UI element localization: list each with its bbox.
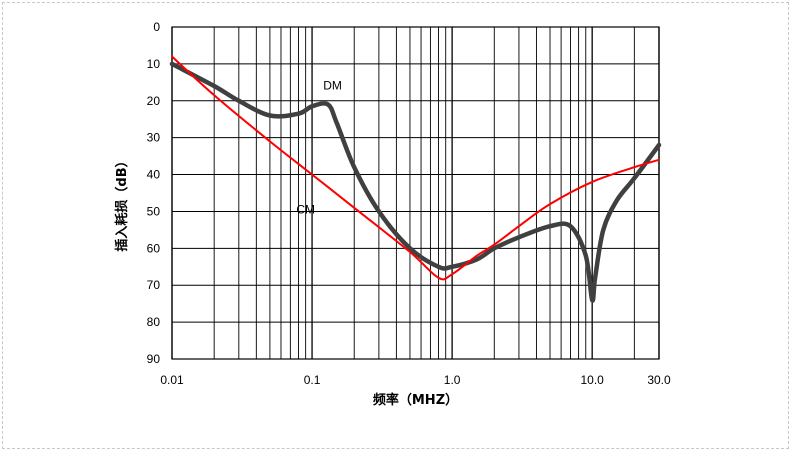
y-tick-label: 30 bbox=[147, 131, 161, 145]
series-line-cm bbox=[171, 55, 660, 281]
y-tick-label: 70 bbox=[147, 278, 161, 292]
x-tick-label: 0.01 bbox=[160, 373, 184, 387]
series-line-dm bbox=[169, 61, 662, 303]
x-tick-label: 30.0 bbox=[647, 373, 671, 387]
y-tick-label: 10 bbox=[147, 57, 161, 71]
x-tick-label: 0.1 bbox=[304, 373, 321, 387]
y-tick-label: 80 bbox=[147, 315, 161, 329]
y-tick-label: 40 bbox=[147, 168, 161, 182]
annotation-dm: DM bbox=[323, 79, 342, 93]
y-tick-label: 50 bbox=[147, 204, 161, 218]
y-tick-label: 0 bbox=[153, 20, 160, 34]
y-tick-label: 20 bbox=[147, 94, 161, 108]
x-tick-label: 1.0 bbox=[444, 373, 461, 387]
y-tick-label: 60 bbox=[147, 241, 161, 255]
y-tick-label: 90 bbox=[147, 352, 161, 366]
chart-frame bbox=[2, 2, 789, 449]
y-axis-title: 插入耗损（dB） bbox=[114, 154, 130, 251]
x-axis-title: 频率（MHZ） bbox=[373, 392, 458, 408]
annotation-cm: CM bbox=[296, 202, 315, 216]
x-tick-label: 10.0 bbox=[580, 373, 604, 387]
